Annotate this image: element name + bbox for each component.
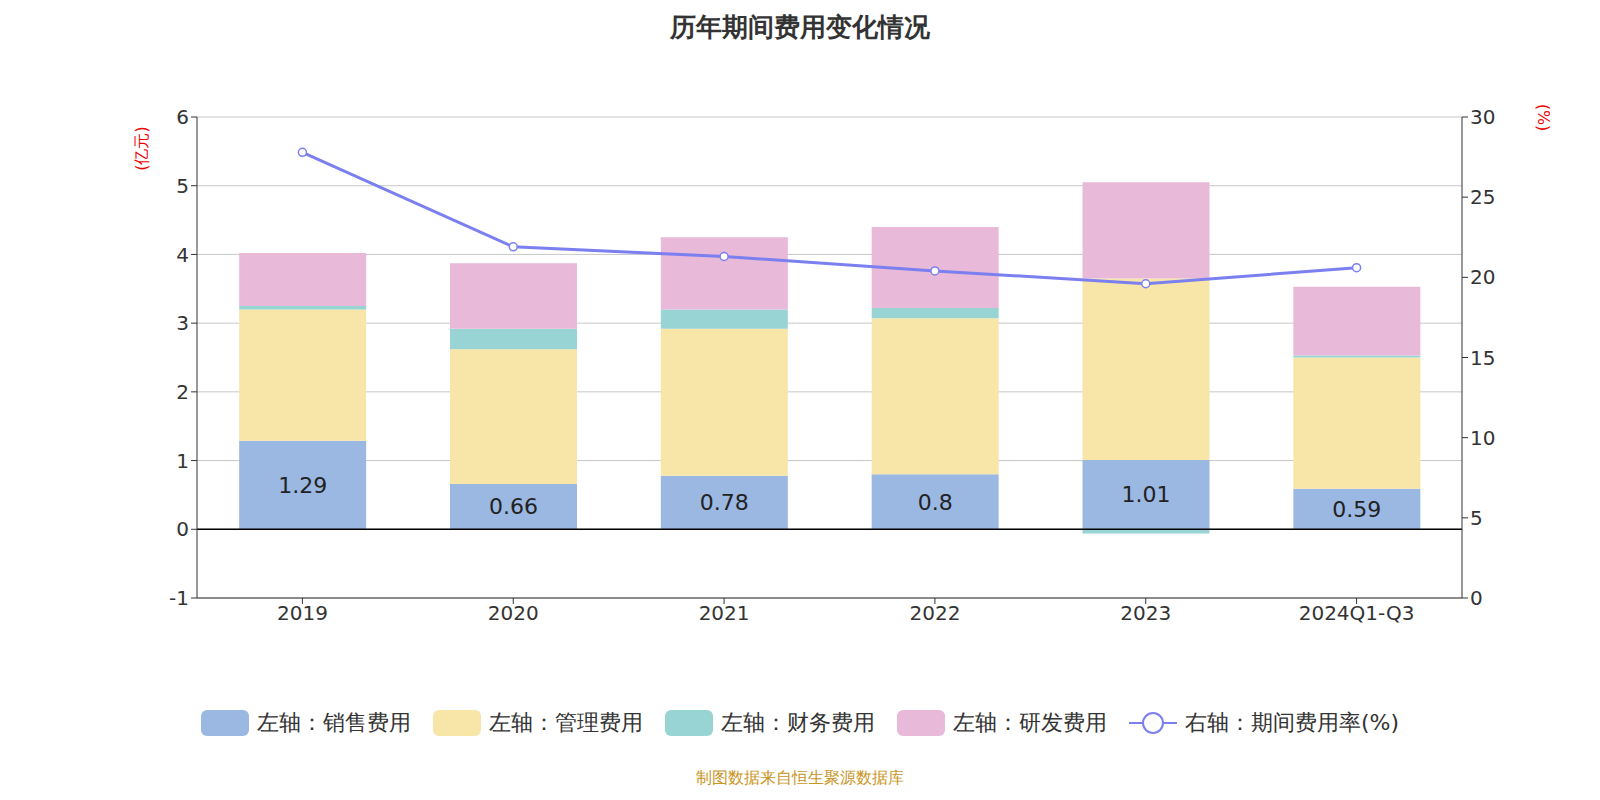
- html-text:(亿元): (亿元): [131, 126, 151, 171]
- svg-text:5: 5: [176, 174, 189, 198]
- svg-text:-1: -1: [169, 586, 189, 610]
- html-text:左轴：管理费用: 左轴：管理费用: [489, 710, 643, 735]
- svg-text:30: 30: [1470, 105, 1495, 129]
- svg-text:1: 1: [176, 449, 189, 473]
- svg-text:5: 5: [1470, 506, 1483, 530]
- svg-text:10: 10: [1470, 426, 1495, 450]
- html-text:历年期间费用变化情况: 历年期间费用变化情况: [670, 12, 930, 42]
- svg-text:1.01: 1.01: [1122, 482, 1171, 507]
- svg-text:0.59: 0.59: [1332, 497, 1381, 522]
- svg-text:4: 4: [176, 243, 189, 267]
- html-text:制图数据来自恒生聚源数据库: 制图数据来自恒生聚源数据库: [696, 768, 904, 787]
- svg-text:6: 6: [176, 105, 189, 129]
- svg-text:2023: 2023: [1120, 601, 1171, 625]
- svg-text:0.8: 0.8: [918, 490, 953, 515]
- html-text:左轴：财务费用: 左轴：财务费用: [721, 710, 875, 735]
- svg-text:20: 20: [1470, 265, 1495, 289]
- html-text:右轴：期间费用率(%): 右轴：期间费用率(%): [1185, 710, 1399, 735]
- svg-text:15: 15: [1470, 346, 1495, 370]
- svg-text:2020: 2020: [488, 601, 539, 625]
- svg-text:2021: 2021: [699, 601, 750, 625]
- svg-text:2: 2: [176, 380, 189, 404]
- svg-text:1.29: 1.29: [278, 473, 327, 498]
- svg-text:2019: 2019: [277, 601, 328, 625]
- svg-text:0: 0: [176, 517, 189, 541]
- svg-text:0.66: 0.66: [489, 494, 538, 519]
- svg-text:2022: 2022: [909, 601, 960, 625]
- svg-text:0: 0: [1470, 586, 1483, 610]
- html-text:左轴：销售费用: 左轴：销售费用: [257, 710, 411, 735]
- html-text:左轴：研发费用: 左轴：研发费用: [953, 710, 1107, 735]
- svg-text:2024Q1-Q3: 2024Q1-Q3: [1299, 601, 1415, 625]
- svg-text:3: 3: [176, 311, 189, 335]
- svg-text:0.78: 0.78: [700, 490, 749, 515]
- svg-text:25: 25: [1470, 185, 1495, 209]
